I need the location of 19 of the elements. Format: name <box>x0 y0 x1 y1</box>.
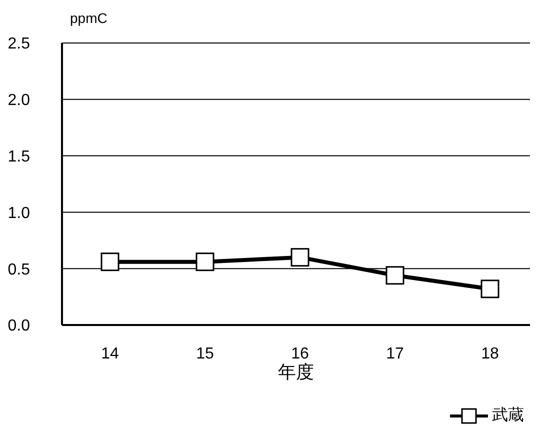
point <box>100 252 120 272</box>
y-tick-label: 0.0 <box>8 318 30 335</box>
y-tick-label: 2.0 <box>8 92 30 110</box>
point <box>480 280 500 298</box>
x-axis-title: 年度 <box>278 362 314 382</box>
y-tick-label: 2.5 <box>8 36 30 53</box>
point <box>386 266 404 285</box>
x-tick-label: 15 <box>196 345 214 362</box>
y-tick-label: 1.0 <box>8 204 30 222</box>
y-tick-label: 0.5 <box>8 261 30 278</box>
point <box>196 252 214 272</box>
point <box>290 248 310 267</box>
x-tick-label: 17 <box>386 345 404 362</box>
y-axis-title: ppmC <box>70 10 108 26</box>
x-tick-label: 16 <box>291 345 309 362</box>
y-tick-label: 1.5 <box>8 148 30 166</box>
legend-label: 武蔵 <box>492 406 524 426</box>
x-tick-label: 18 <box>481 345 499 362</box>
x-tick-label: 14 <box>101 345 119 362</box>
